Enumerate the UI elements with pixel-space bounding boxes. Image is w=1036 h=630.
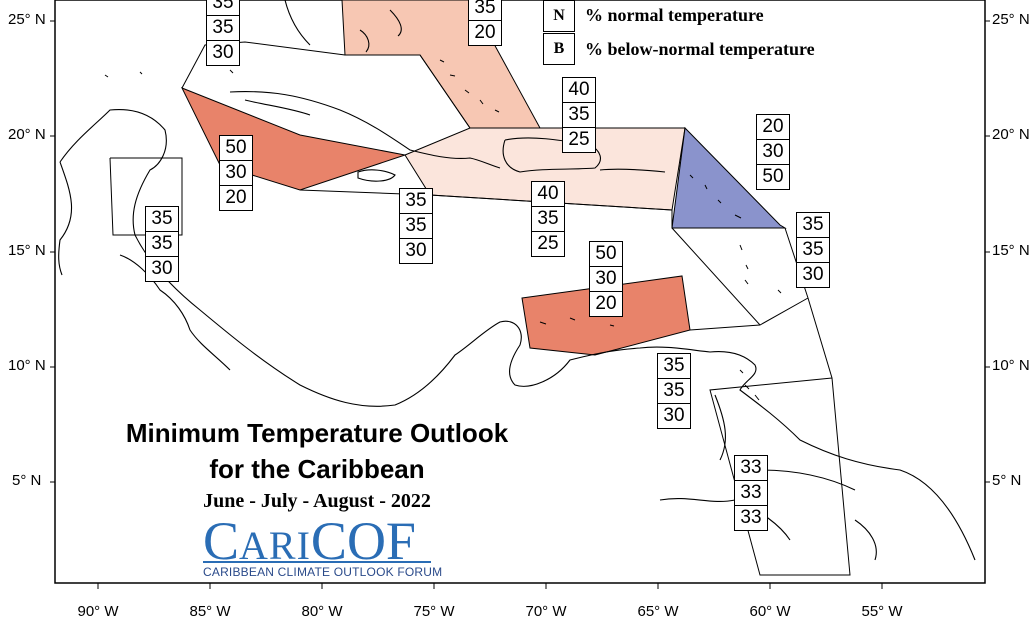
- prob-above: 40: [532, 182, 564, 207]
- map-title-line1: Minimum Temperature Outlook: [125, 418, 509, 448]
- prob-normal: 35: [146, 232, 178, 257]
- prob-above: 35: [658, 354, 690, 379]
- lon-label-75w: 75° W: [413, 603, 455, 620]
- prob-normal: 35: [469, 0, 501, 21]
- zone-bahamas: [341, 0, 541, 129]
- prob-above: 40: [563, 78, 595, 103]
- legend-text-below: % below-normal temperature: [585, 39, 815, 59]
- prob-below: 25: [537, 233, 559, 254]
- prob-box-belize: 35 35 30: [145, 206, 179, 282]
- small-islands: [104, 59, 782, 401]
- lat-label-5n-left: 5° N: [12, 472, 42, 489]
- prob-below: 20: [225, 187, 247, 208]
- prob-normal: 35: [563, 103, 595, 128]
- lat-label-15n-left: 15° N: [8, 242, 46, 259]
- prob-above: 20: [757, 115, 789, 140]
- region-boundaries: [109, 41, 851, 576]
- prob-normal: 30: [220, 161, 252, 186]
- prob-above: 35: [400, 189, 432, 214]
- lon-label-90w: 90° W: [77, 603, 119, 620]
- lat-label-10n-left: 10° N: [8, 357, 46, 374]
- zone-western-cuba: [180, 87, 407, 191]
- prob-box-north-top-left: 35 35 30: [206, 0, 240, 66]
- logo-underline: [203, 561, 431, 563]
- lon-label-65w: 65° W: [637, 603, 679, 620]
- prob-box-trinidad: 35 35 30: [657, 353, 691, 429]
- map-frame: [54, 0, 986, 584]
- prob-normal: 33: [735, 481, 767, 506]
- prob-box-bahamas-north: 35 20: [468, 0, 502, 46]
- prob-box-leeward-islands: 20 30 50: [756, 114, 790, 190]
- prob-box-guianas: 33 33 33: [734, 455, 768, 531]
- prob-box-hispaniola-north: 40 35 25: [562, 77, 596, 153]
- lat-label-20n-right: 20° N: [992, 126, 1030, 143]
- prob-box-cuba-west: 50 30 20: [219, 135, 253, 211]
- prob-normal: 35: [658, 379, 690, 404]
- prob-below: 30: [405, 240, 427, 261]
- logo-caption: CARIBBEAN CLIMATE OUTLOOK FORUM: [203, 565, 443, 579]
- axis-ticks: [50, 20, 990, 589]
- lon-label-70w: 70° W: [525, 603, 567, 620]
- prob-below: 30: [802, 264, 824, 285]
- prob-below: 20: [595, 293, 617, 314]
- prob-box-jamaica: 35 35 30: [399, 188, 433, 264]
- prob-box-abc-islands: 50 30 20: [589, 241, 623, 317]
- prob-above: 35: [797, 213, 829, 238]
- lat-label-15n-right: 15° N: [992, 242, 1030, 259]
- lat-label-25n-right: 25° N: [992, 11, 1030, 28]
- map-title-line2: for the Caribbean: [209, 454, 425, 484]
- legend-text-normal: % normal temperature: [585, 5, 764, 25]
- prob-normal: 30: [590, 267, 622, 292]
- lon-label-80w: 80° W: [301, 603, 343, 620]
- prob-below: 20: [474, 22, 496, 43]
- prob-below: 30: [212, 42, 234, 63]
- lon-label-85w: 85° W: [189, 603, 231, 620]
- prob-below: 33: [740, 507, 762, 528]
- prob-normal: 35: [207, 16, 239, 41]
- season-label: June - July - August - 2022: [203, 490, 431, 512]
- prob-normal: 35: [532, 207, 564, 232]
- lon-label-60w: 60° W: [749, 603, 791, 620]
- lon-label-55w: 55° W: [861, 603, 903, 620]
- prob-above: 35: [207, 0, 239, 16]
- coastlines: [58, 0, 976, 561]
- prob-below: 30: [151, 258, 173, 279]
- prob-box-puerto-rico: 40 35 25: [531, 181, 565, 257]
- prob-normal: 35: [400, 214, 432, 239]
- prob-above: 50: [590, 242, 622, 267]
- prob-below: 50: [762, 166, 784, 187]
- prob-below: 25: [568, 129, 590, 150]
- prob-normal: 30: [757, 140, 789, 165]
- lat-label-25n-left: 25° N: [8, 11, 46, 28]
- lat-label-5n-right: 5° N: [992, 472, 1022, 489]
- prob-box-windward-islands: 35 35 30: [796, 212, 830, 288]
- lat-label-20n-left: 20° N: [8, 126, 46, 143]
- prob-below: 30: [663, 405, 685, 426]
- prob-above: 33: [735, 456, 767, 481]
- lat-label-10n-right: 10° N: [992, 357, 1030, 374]
- legend-key-below: B: [543, 33, 575, 65]
- prob-normal: 35: [797, 238, 829, 263]
- legend-key-normal: N: [543, 0, 575, 32]
- prob-above: 35: [146, 207, 178, 232]
- prob-above: 50: [220, 136, 252, 161]
